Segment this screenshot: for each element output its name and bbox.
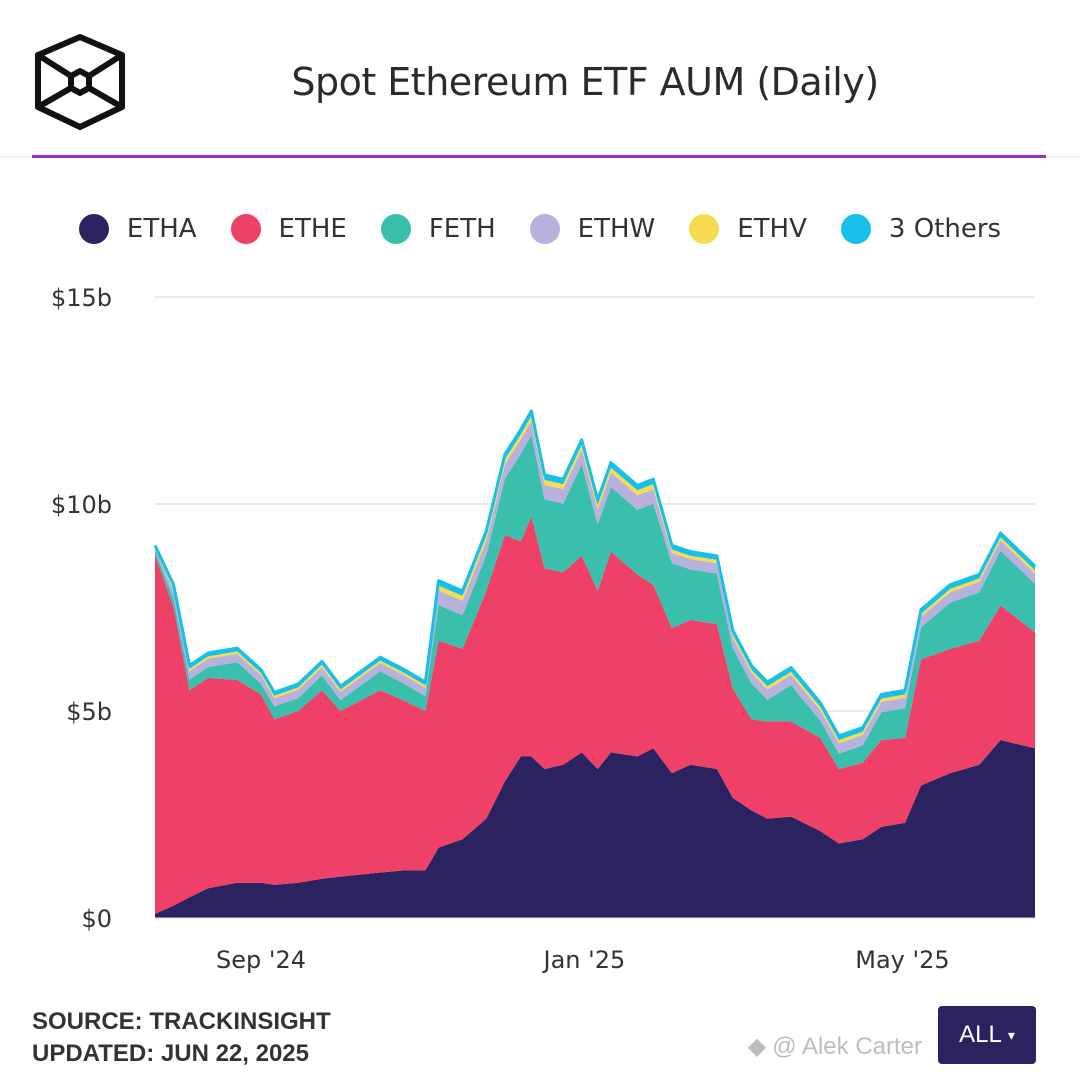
chart-title: Spot Ethereum ETF AUM (Daily) [291,60,879,104]
legend-swatch [840,214,871,244]
legend-swatch [529,214,560,244]
source-label: SOURCE: TRACKINSIGHT [32,1008,331,1035]
legend-item-feth[interactable]: FETH [380,214,496,244]
chevron-down-icon: ▾ [1007,1026,1015,1043]
legend-label: ETHV [737,214,807,244]
area-feth [155,435,1035,769]
legend-label: FETH [428,214,496,244]
legend-label: ETHE [278,214,347,244]
legend-item-3-others[interactable]: 3 Others [840,214,1002,244]
legend-swatch [230,214,261,244]
watermark: ◆ @ Alek Carter [748,1032,922,1061]
legend-label: ETHA [126,214,197,244]
hexagon-cube-logo [35,34,125,130]
area-ethw [155,420,1035,754]
legend-label: ETHW [577,214,656,244]
y-tick-label: $15b [51,284,112,312]
y-tick-label: $5b [66,698,112,726]
legend-item-ethe[interactable]: ETHE [230,214,347,244]
legend-item-ethv[interactable]: ETHV [689,214,807,244]
x-tick-label: Sep '24 [216,946,306,974]
legend: ETHA ETHE FETH ETHW ETHV 3 Others [0,214,1080,244]
area-etha [155,740,1035,918]
x-tick-label: Jan '25 [542,946,626,974]
range-all-button[interactable]: ALL ▾ [938,1006,1036,1064]
stacked-area-chart: $0 $5b $10b $15b Sep '24 Jan '25 May '25 [51,284,1037,974]
area-ethe [155,516,1035,914]
watermark-text: @ Alek Carter [772,1032,922,1060]
legend-swatch [380,214,411,244]
source-info: SOURCE: TRACKINSIGHT UPDATED: JUN 22, 20… [32,1006,331,1070]
legend-item-etha[interactable]: ETHA [78,214,197,244]
updated-label: UPDATED: JUN 22, 2025 [32,1040,309,1067]
legend-swatch [689,214,720,244]
range-all-label: ALL [959,1021,1002,1048]
y-tick-label: $10b [51,491,112,519]
y-tick-label: $0 [81,905,112,933]
legend-label: 3 Others [888,214,1002,244]
binance-diamond-icon: ◆ [747,1033,767,1060]
legend-swatch [78,214,109,244]
total-line [153,409,1037,738]
header-accent-line [32,155,1046,158]
legend-item-ethw[interactable]: ETHW [529,214,656,244]
x-tick-label: May '25 [855,946,949,974]
